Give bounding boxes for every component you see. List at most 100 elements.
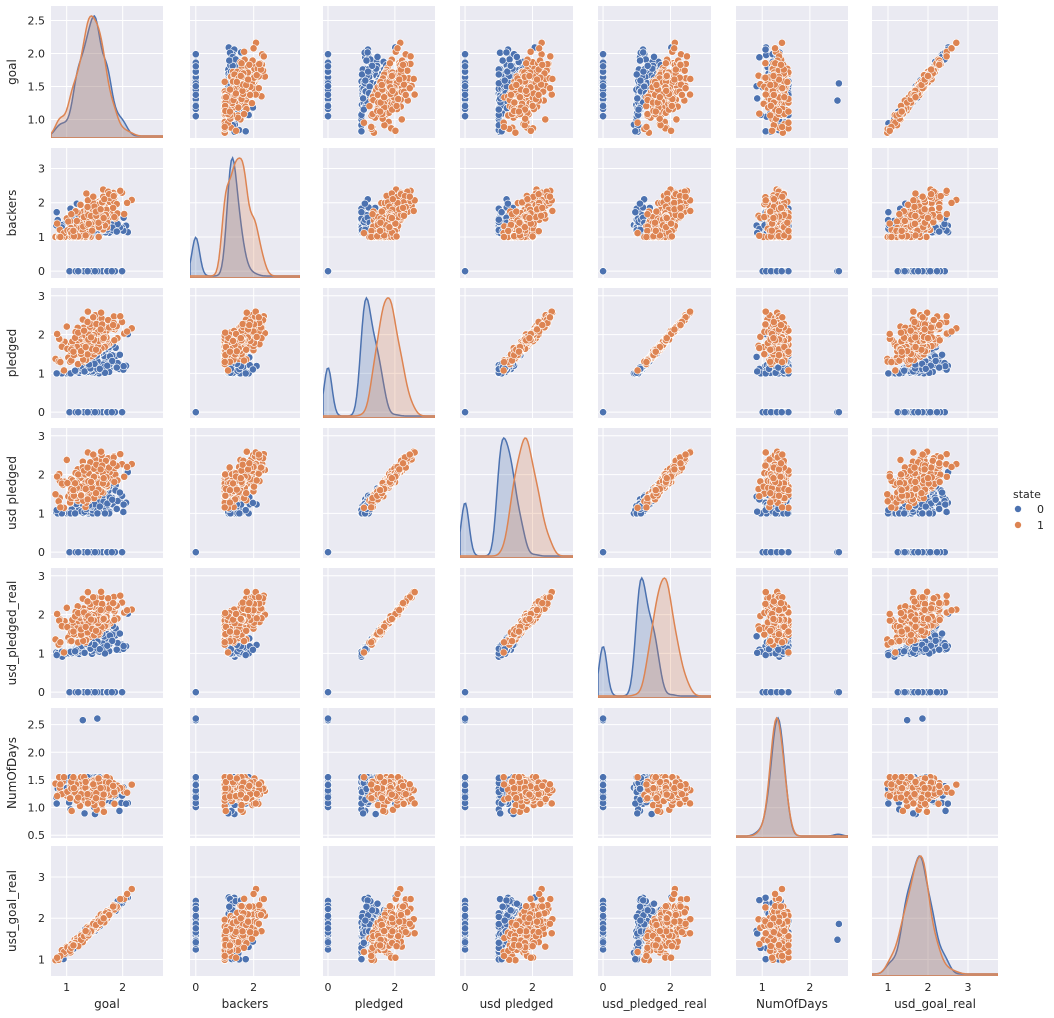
- scatter-point: [633, 229, 642, 237]
- scatter-point: [109, 203, 118, 212]
- scatter-point: [681, 84, 690, 93]
- scatter-point: [670, 75, 679, 84]
- scatter-point: [670, 44, 679, 53]
- scatter-point: [655, 93, 664, 102]
- scatter-point: [924, 72, 932, 80]
- scatter-point: [56, 233, 65, 241]
- scatter-point: [525, 72, 534, 80]
- scatter-point: [53, 219, 62, 228]
- scatter-point: [512, 52, 521, 61]
- scatter-point: [652, 81, 661, 89]
- panel-marks: [51, 185, 136, 276]
- scatter-point: [83, 267, 92, 276]
- scatter-point: [521, 114, 530, 123]
- scatter-point: [639, 48, 648, 57]
- scatter-point: [755, 53, 764, 62]
- scatter-point: [650, 52, 658, 61]
- scatter-point: [99, 214, 108, 222]
- scatter-point: [392, 232, 401, 241]
- scatter-point: [107, 267, 116, 276]
- scatter-point: [761, 90, 770, 99]
- scatter-point: [360, 229, 368, 237]
- scatter-point: [380, 121, 389, 130]
- scatter-point: [248, 99, 256, 108]
- scatter-point: [515, 107, 523, 116]
- scatter-point: [677, 211, 685, 220]
- panel-marks: [883, 38, 961, 137]
- scatter-point: [755, 109, 764, 118]
- panel-backers-vs-pledged: [323, 148, 435, 278]
- scatter-point: [766, 81, 775, 89]
- scatter-point: [222, 93, 230, 102]
- scatter-point: [376, 107, 385, 116]
- scatter-point: [680, 66, 689, 75]
- panel-marks: [190, 156, 300, 278]
- scatter-point: [780, 93, 789, 102]
- scatter-point: [67, 210, 76, 219]
- scatter-point: [496, 48, 504, 57]
- scatter-point: [112, 227, 121, 236]
- scatter-point: [96, 205, 105, 214]
- scatter-point: [683, 52, 691, 61]
- scatter-point: [526, 126, 535, 135]
- scatter-point: [643, 210, 652, 219]
- scatter-point: [681, 192, 690, 201]
- scatter-point: [761, 73, 770, 82]
- scatter-point: [324, 90, 332, 99]
- scatter-point: [191, 82, 200, 91]
- scatter-point: [534, 91, 543, 99]
- scatter-point: [599, 62, 607, 71]
- panel-marks: [752, 185, 843, 276]
- scatter-point: [775, 107, 783, 115]
- scatter-point: [191, 112, 200, 121]
- scatter-point: [236, 72, 245, 80]
- scatter-point: [632, 70, 641, 79]
- scatter-point: [670, 198, 679, 207]
- scatter-point: [546, 192, 554, 201]
- scatter-point: [642, 233, 651, 241]
- scatter-point: [771, 44, 779, 53]
- scatter-point: [522, 59, 531, 68]
- scatter-point: [778, 84, 787, 93]
- panel-marks: [599, 38, 695, 137]
- scatter-point: [393, 44, 402, 53]
- scatter-point: [388, 195, 397, 204]
- scatter-point: [123, 198, 132, 207]
- scatter-point: [232, 78, 241, 86]
- scatter-point: [512, 207, 521, 216]
- scatter-point: [394, 95, 403, 103]
- scatter-point: [523, 195, 532, 204]
- scatter-point: [663, 195, 672, 204]
- scatter-point: [784, 118, 793, 127]
- scatter-point: [391, 126, 400, 135]
- scatter-point: [661, 59, 670, 68]
- scatter-point: [631, 127, 640, 136]
- scatter-point: [515, 226, 523, 235]
- scatter-point: [387, 72, 396, 80]
- scatter-point: [639, 67, 648, 76]
- scatter-point: [391, 219, 400, 228]
- scatter-point: [599, 90, 607, 99]
- scatter-point: [76, 200, 85, 209]
- scatter-point: [405, 84, 414, 93]
- scatter-point: [220, 77, 229, 86]
- scatter-point: [528, 102, 537, 110]
- scatter-point: [74, 267, 83, 276]
- scatter-point: [633, 118, 642, 127]
- scatter-point: [191, 102, 200, 110]
- panel-marks: [324, 185, 419, 276]
- scatter-point: [405, 192, 414, 201]
- scatter-point: [410, 90, 419, 99]
- scatter-point: [511, 128, 520, 137]
- scatter-point: [376, 218, 385, 227]
- scatter-point: [885, 126, 894, 135]
- scatter-point: [599, 267, 607, 276]
- scatter-point: [385, 223, 394, 232]
- scatter-point: [388, 86, 397, 95]
- panel-backers-vs-backers: [190, 148, 300, 278]
- scatter-point: [392, 102, 401, 110]
- scatter-point: [656, 121, 665, 130]
- scatter-point: [753, 94, 762, 103]
- scatter-point: [237, 59, 246, 68]
- scatter-point: [232, 126, 240, 135]
